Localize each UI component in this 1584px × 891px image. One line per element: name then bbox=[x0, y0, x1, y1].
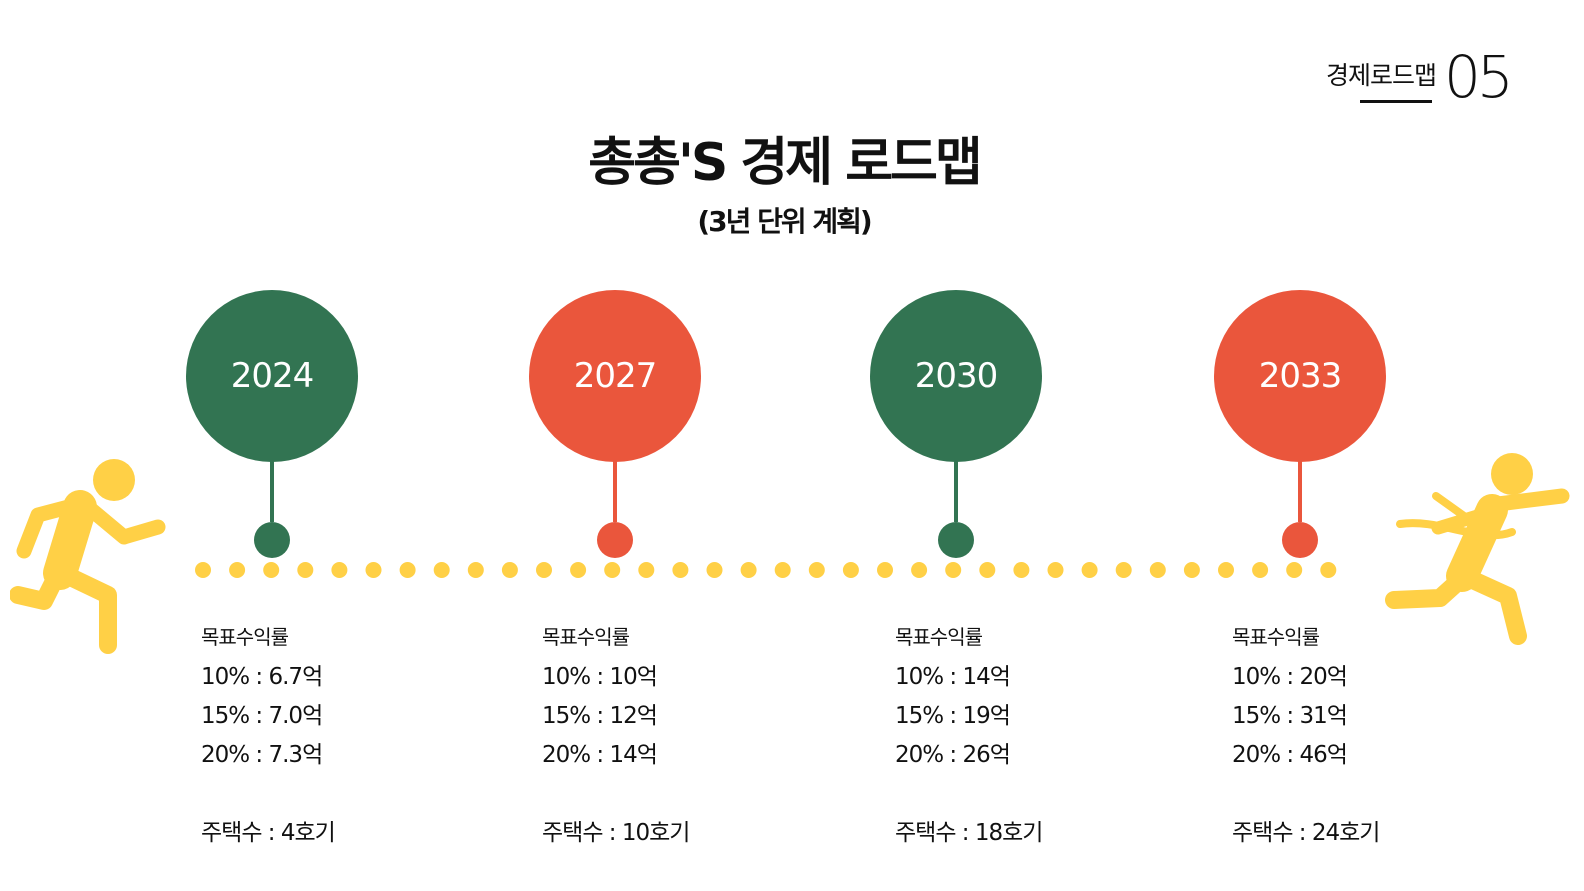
timeline-dot bbox=[672, 562, 689, 578]
house-count: 주택수 : 10호기 bbox=[542, 820, 690, 846]
milestone-stem bbox=[1298, 460, 1302, 522]
milestone-2033: 2033 bbox=[1214, 290, 1386, 558]
target-rate-10: 10% : 20억 bbox=[1232, 664, 1348, 690]
year-circle: 2027 bbox=[529, 290, 701, 462]
timeline-dot bbox=[945, 562, 962, 578]
milestone-marker bbox=[254, 522, 290, 558]
timeline-dot bbox=[808, 562, 825, 578]
timeline-dot bbox=[570, 562, 587, 578]
section-underline bbox=[1360, 100, 1432, 103]
target-rate-10: 10% : 14억 bbox=[895, 664, 1011, 690]
target-rate-10: 10% : 6.7억 bbox=[201, 664, 323, 690]
timeline-dot bbox=[1115, 562, 1132, 578]
timeline-dot bbox=[1252, 562, 1269, 578]
target-return-label: 목표수익률 bbox=[1232, 625, 1320, 649]
house-count: 주택수 : 24호기 bbox=[1232, 820, 1380, 846]
timeline-dot bbox=[331, 562, 348, 578]
timeline-dot bbox=[706, 562, 723, 578]
page-subtitle: (3년 단위 계획) bbox=[697, 205, 872, 238]
target-return-label: 목표수익률 bbox=[895, 625, 983, 649]
target-rate-10: 10% : 10억 bbox=[542, 664, 658, 690]
timeline-dot bbox=[1013, 562, 1030, 578]
milestone-info-2030: 목표수익률 10% : 14억 15% : 19억 20% : 26억 주택수 … bbox=[895, 620, 1155, 853]
timeline-dot bbox=[604, 562, 621, 578]
timeline-dot bbox=[467, 562, 484, 578]
timeline-dot bbox=[638, 562, 655, 578]
timeline-dot bbox=[1286, 562, 1303, 578]
running-person-icon bbox=[10, 459, 166, 654]
target-rate-20: 20% : 26억 bbox=[895, 742, 1011, 768]
section-badge: 경제로드맵 05 bbox=[1326, 43, 1514, 111]
milestone-marker bbox=[1282, 522, 1318, 558]
house-count: 주택수 : 18호기 bbox=[895, 820, 1043, 846]
timeline-dot bbox=[1183, 562, 1200, 578]
timeline-dot bbox=[501, 562, 518, 578]
target-return-label: 목표수익률 bbox=[542, 625, 630, 649]
timeline-dot bbox=[911, 562, 928, 578]
target-rate-15: 15% : 7.0억 bbox=[201, 703, 323, 729]
timeline-dot bbox=[536, 562, 552, 578]
milestone-2027: 2027 bbox=[529, 290, 701, 558]
milestone-stem bbox=[954, 460, 958, 522]
timeline-dot bbox=[229, 562, 246, 578]
year-circle: 2030 bbox=[870, 290, 1042, 462]
target-return-label: 목표수익률 bbox=[201, 625, 289, 649]
timeline-dot bbox=[195, 562, 211, 578]
timeline-dot bbox=[1149, 562, 1166, 578]
milestone-stem bbox=[270, 460, 274, 522]
milestone-info-2033: 목표수익률 10% : 20억 15% : 31억 20% : 46억 주택수 … bbox=[1232, 620, 1492, 853]
timeline-dot bbox=[774, 562, 791, 578]
milestone-marker bbox=[597, 522, 633, 558]
target-rate-15: 15% : 19억 bbox=[895, 703, 1011, 729]
milestone-info-2027: 목표수익률 10% : 10억 15% : 12억 20% : 14억 주택수 … bbox=[542, 620, 802, 853]
milestone-marker bbox=[938, 522, 974, 558]
section-label: 경제로드맵 bbox=[1326, 61, 1437, 90]
timeline-dot bbox=[1320, 562, 1337, 578]
target-rate-15: 15% : 12억 bbox=[542, 703, 658, 729]
year-circle: 2024 bbox=[186, 290, 358, 462]
timeline-dot bbox=[1047, 562, 1064, 578]
timeline-dot bbox=[433, 562, 450, 578]
section-number: 05 bbox=[1444, 43, 1514, 111]
timeline-dot bbox=[365, 562, 382, 578]
timeline-dot bbox=[297, 562, 314, 578]
house-count: 주택수 : 4호기 bbox=[201, 820, 336, 846]
page-title: 총총'S 경제 로드맵 bbox=[588, 133, 982, 193]
timeline-dot bbox=[842, 562, 859, 578]
target-rate-20: 20% : 46억 bbox=[1232, 742, 1348, 768]
milestone-2030: 2030 bbox=[870, 290, 1042, 558]
timeline-dot bbox=[399, 562, 416, 578]
milestone-stem bbox=[613, 460, 617, 522]
timeline-dot bbox=[740, 562, 757, 578]
target-rate-15: 15% : 31억 bbox=[1232, 703, 1348, 729]
timeline-dot bbox=[1218, 562, 1234, 578]
timeline-dot bbox=[263, 562, 280, 578]
milestone-2024: 2024 bbox=[186, 290, 358, 558]
year-circle: 2033 bbox=[1214, 290, 1386, 462]
timeline-dot bbox=[877, 562, 893, 578]
milestone-info-2024: 목표수익률 10% : 6.7억 15% : 7.0억 20% : 7.3억 주… bbox=[201, 620, 461, 853]
timeline-dot bbox=[1081, 562, 1098, 578]
target-rate-20: 20% : 7.3억 bbox=[201, 742, 323, 768]
target-rate-20: 20% : 14억 bbox=[542, 742, 658, 768]
finish-line-runner-icon bbox=[1385, 453, 1570, 645]
timeline-dot bbox=[979, 562, 996, 578]
